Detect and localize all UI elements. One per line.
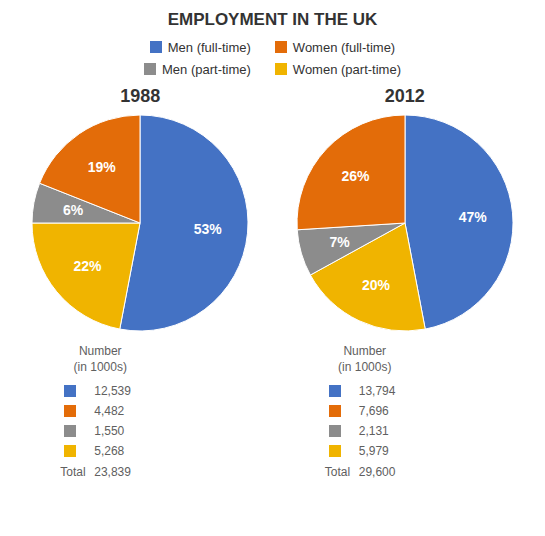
svg-text:20%: 20% [362, 277, 391, 293]
html-text:4,482: 4,482 [94, 404, 125, 419]
html-text:23,839: 23,839 [94, 465, 131, 480]
svg-text:22%: 22% [74, 258, 103, 274]
html-text:Total: Total [60, 465, 86, 480]
svg-text:7%: 7% [329, 234, 350, 250]
html-text:5,268: 5,268 [94, 444, 125, 459]
html-text:1,550: 1,550 [94, 424, 125, 439]
svg-text:19%: 19% [88, 159, 117, 175]
svg-text:53%: 53% [194, 221, 223, 237]
html-text:Number (in 1000s): Number (in 1000s) [73, 344, 127, 374]
svg-text:6%: 6% [63, 202, 84, 218]
html-text:Number (in 1000s): Number (in 1000s) [338, 344, 392, 374]
html-text:Men (part-time): Men (part-time) [162, 61, 251, 77]
html-text:Women (full-time): Women (full-time) [292, 39, 396, 55]
svg-text:26%: 26% [341, 168, 370, 184]
html-text:Men (full-time): Men (full-time) [167, 39, 251, 55]
html-text:Total: Total [324, 465, 351, 480]
html-text:13,794: 13,794 [358, 384, 396, 399]
html-text:1988: 1988 [120, 86, 161, 106]
html-text:2,131: 2,131 [358, 424, 389, 439]
html-text:2012: 2012 [384, 86, 425, 106]
html-text:Women (part-time): Women (part-time) [292, 61, 401, 77]
html-text:12,539: 12,539 [94, 384, 131, 399]
html-text:5,979: 5,979 [358, 444, 389, 459]
html-text:EMPLOYMENT IN THE UK: EMPLOYMENT IN THE UK [167, 10, 378, 29]
html-text:7,696: 7,696 [358, 404, 389, 419]
html-text:29,600: 29,600 [358, 465, 396, 480]
svg-text:47%: 47% [458, 209, 487, 225]
